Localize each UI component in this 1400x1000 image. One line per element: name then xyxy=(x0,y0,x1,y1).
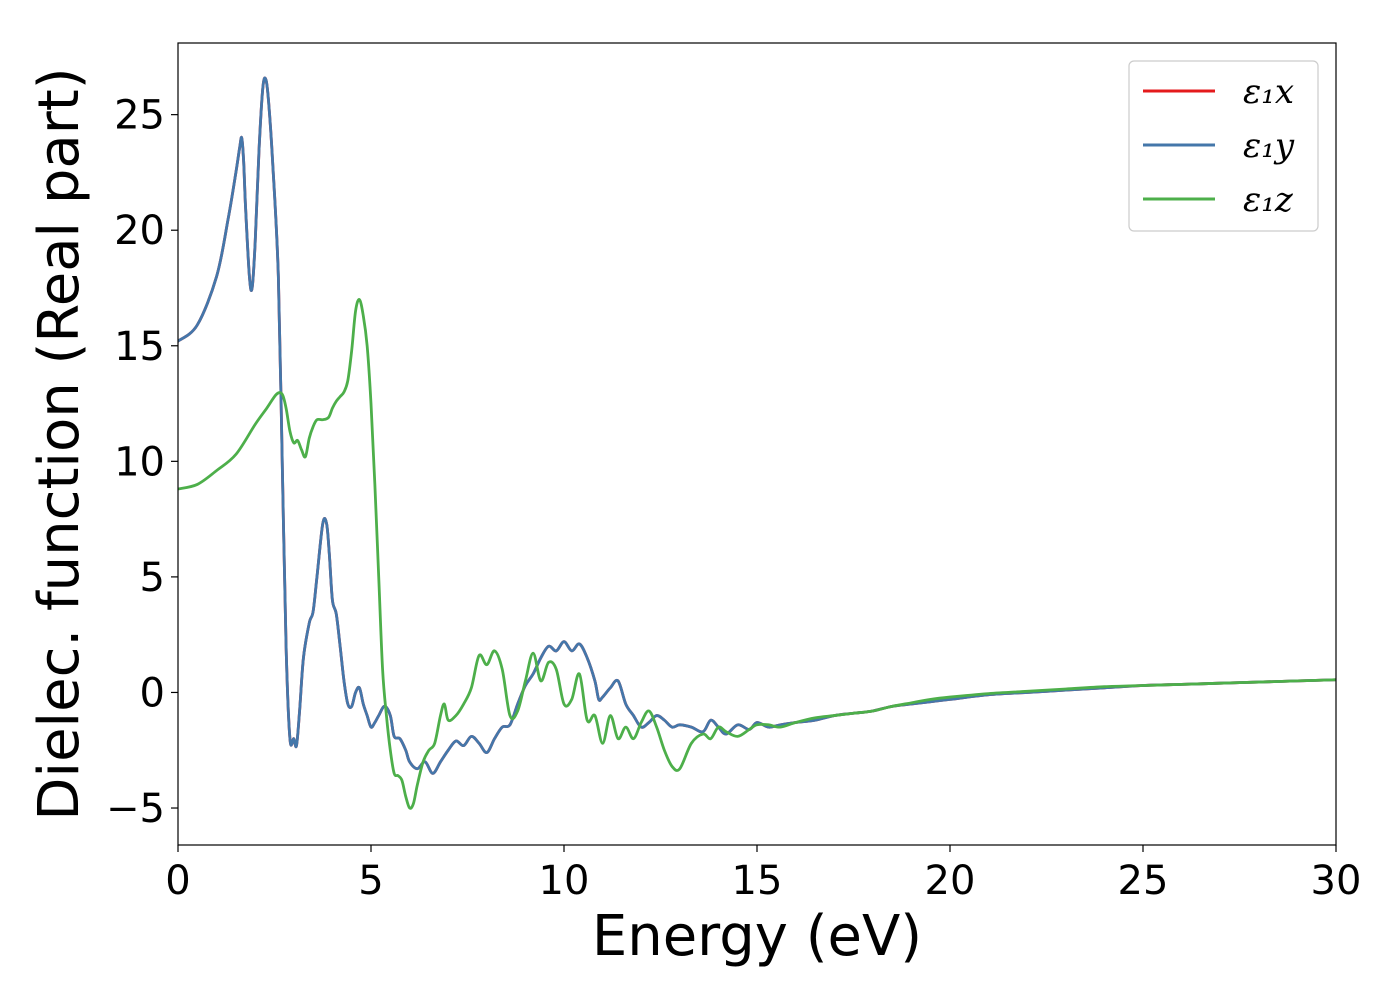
legend-label: ε₁z xyxy=(1243,180,1294,220)
y-tick-label: 10 xyxy=(114,439,165,485)
legend-label: ε₁y xyxy=(1243,126,1295,166)
y-tick-label: 20 xyxy=(114,208,165,254)
x-tick-label: 25 xyxy=(1118,858,1169,904)
x-tick-label: 15 xyxy=(732,858,783,904)
y-tick-label: 5 xyxy=(140,555,165,601)
x-tick-label: 0 xyxy=(165,858,190,904)
y-tick-label: 0 xyxy=(140,670,165,716)
y-tick-label: −5 xyxy=(106,786,165,832)
x-tick-label: 5 xyxy=(358,858,383,904)
y-axis-title: Dielec. function (Real part) xyxy=(27,67,92,820)
x-tick-label: 20 xyxy=(925,858,976,904)
x-tick-label: 10 xyxy=(539,858,590,904)
y-tick-label: 15 xyxy=(114,324,165,370)
x-axis-title: Energy (eV) xyxy=(592,904,922,969)
legend-label: ε₁x xyxy=(1243,72,1294,112)
y-tick-label: 25 xyxy=(114,93,165,139)
legend-box xyxy=(1128,60,1319,232)
series-layer xyxy=(178,76,1336,810)
legend: ε₁x ε₁y ε₁z xyxy=(1128,60,1319,232)
x-tick-label: 30 xyxy=(1311,858,1362,904)
series-line-3 xyxy=(178,298,1336,810)
